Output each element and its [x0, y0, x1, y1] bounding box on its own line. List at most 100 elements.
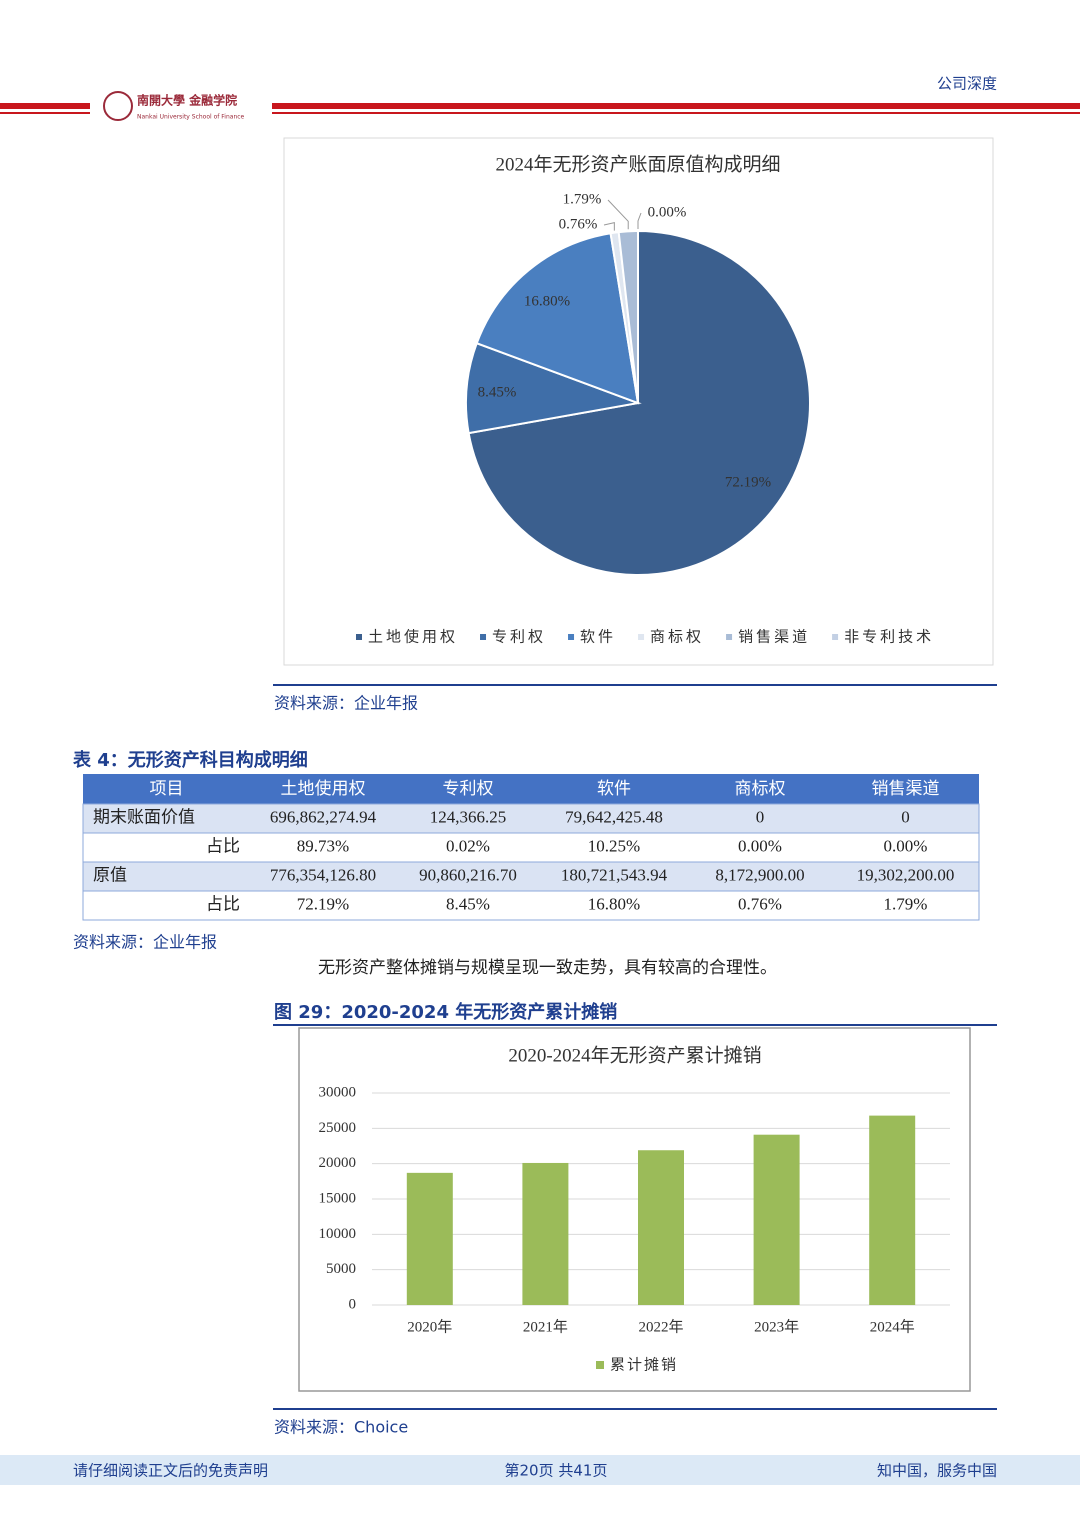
table-cell: 10.25%: [588, 836, 640, 855]
table-cell: 期末账面价值: [93, 807, 195, 826]
pie-chart: 2024年无形资产账面原值构成明细 72.19% 8.45% 16.80% 0.76% 1…: [356, 153, 934, 645]
leader-line: [637, 212, 642, 229]
legend-label: 软件: [580, 628, 616, 645]
table-cell: 占比: [206, 894, 240, 913]
header-rule: [0, 112, 90, 114]
y-tick-label: 10000: [319, 1226, 357, 1242]
chart-title: 2024年无形资产账面原值构成明细: [495, 153, 780, 175]
table-header-bg: [83, 774, 979, 804]
logo-sub: Nankai University School of Finance: [137, 114, 245, 121]
legend-swatch: [480, 634, 487, 640]
leader-line: [607, 199, 629, 230]
legend-swatch: [596, 1361, 604, 1369]
rule: [273, 1408, 997, 1410]
legend-label: 销售渠道: [738, 628, 810, 645]
footer-right: 知中国，服务中国: [877, 1462, 997, 1480]
source-note: 资料来源：企业年报: [73, 933, 217, 952]
data-label: 8.45%: [478, 384, 517, 400]
table-row-bg: [82, 861, 980, 892]
table-cell: 776,354,126.80: [270, 865, 376, 884]
table-cell: 16.80%: [588, 894, 640, 913]
data-label: 1.79%: [563, 191, 602, 207]
footer-left: 请仔细阅读正文后的免责声明: [73, 1462, 268, 1480]
section-label: 公司深度: [937, 75, 997, 93]
bar: [522, 1162, 569, 1305]
y-tick-label: 25000: [319, 1120, 357, 1136]
figure-title: 图 29：2020-2024 年无形资产累计摊销: [274, 1001, 617, 1023]
legend-swatch: [832, 634, 839, 640]
bar: [753, 1134, 800, 1305]
bar: [406, 1172, 453, 1305]
y-tick-label: 30000: [319, 1084, 357, 1100]
table-cell: 89.73%: [297, 836, 349, 855]
pie-slice: [465, 341, 642, 435]
legend-label: 商标权: [650, 628, 704, 645]
leader-line: [603, 221, 615, 231]
pie-slice: [475, 232, 640, 405]
header-rule: [272, 103, 1080, 109]
source-note: 资料来源：Choice: [274, 1418, 408, 1437]
table-cell: 8,172,900.00: [715, 865, 804, 884]
table-cell: 696,862,274.94: [270, 807, 377, 826]
header-rule: [0, 103, 90, 109]
y-tick-label: 5000: [326, 1261, 356, 1277]
column-header: 销售渠道: [872, 779, 940, 799]
column-header: 软件: [597, 779, 631, 799]
footer-center: 第20页 共41页: [505, 1462, 608, 1480]
table-cell: 0.00%: [738, 836, 782, 855]
data-label: 0.76%: [559, 216, 598, 232]
table-cell: 90,860,216.70: [419, 865, 517, 884]
data-label: 16.80%: [524, 293, 570, 309]
legend-label: 土地使用权: [368, 628, 458, 645]
bar: [869, 1115, 916, 1305]
bar: [638, 1150, 684, 1305]
table-cell: 0.00%: [884, 836, 928, 855]
table-cell: 0: [756, 807, 765, 826]
rule: [273, 684, 997, 686]
source-note: 资料来源：企业年报: [274, 694, 418, 713]
header-rule: [272, 112, 1080, 114]
table-cell: 8.45%: [446, 894, 490, 913]
table-row-bg: [82, 890, 980, 921]
y-tick-label: 20000: [319, 1155, 357, 1171]
footer-band: [0, 1455, 1080, 1485]
table-cell: 0.02%: [446, 836, 490, 855]
legend-swatch: [638, 634, 645, 640]
table-cell: 1.79%: [884, 894, 928, 913]
data-label: 72.19%: [725, 474, 771, 490]
table-cell: 79,642,425.48: [565, 807, 663, 826]
logo-name: 南開大學 金融学院: [137, 93, 237, 108]
table-cell: 72.19%: [297, 894, 349, 913]
x-tick-label: 2023年: [754, 1318, 799, 1335]
column-header: 土地使用权: [281, 778, 366, 799]
table-cell: 占比: [206, 836, 240, 855]
x-tick-label: 2020年: [407, 1318, 452, 1335]
table-cell: 0.76%: [738, 894, 782, 913]
legend-swatch: [568, 634, 575, 640]
paragraph: 无形资产整体摊销与规模呈现一致走势，具有较高的合理性。: [318, 958, 777, 977]
column-header: 商标权: [735, 779, 786, 799]
y-tick-label: 15000: [319, 1190, 357, 1206]
legend-swatch: [726, 634, 733, 640]
bar-chart: 2020-2024年无形资产累计摊销 0 5000 10000 15000 20000 25…: [319, 1044, 950, 1373]
x-tick-label: 2022年: [638, 1318, 683, 1335]
column-header: 专利权: [443, 779, 494, 799]
table-row-bg: [82, 803, 980, 834]
x-tick-label: 2024年: [870, 1318, 915, 1335]
rule: [273, 1024, 997, 1026]
table-cell: 19,302,200.00: [857, 865, 955, 884]
legend-label: 专利权: [492, 628, 546, 645]
table-row-bg: [82, 832, 980, 863]
x-tick-label: 2021年: [523, 1318, 568, 1335]
legend-label: 非专利技术: [844, 628, 934, 645]
data-label: 0.00%: [648, 204, 687, 220]
legend-swatch: [356, 634, 362, 640]
table-cell: 124,366.25: [430, 807, 507, 826]
table-cell: 180,721,543.94: [561, 865, 668, 884]
y-tick-label: 0: [349, 1296, 357, 1312]
table-cell: 0: [901, 807, 910, 826]
table-title: 表 4：无形资产科目构成明细: [73, 749, 308, 771]
legend-label: 累计摊销: [610, 1356, 678, 1373]
